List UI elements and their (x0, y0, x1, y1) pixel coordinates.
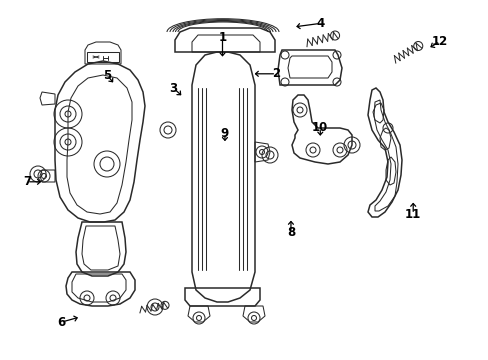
Text: 11: 11 (404, 208, 421, 221)
Text: 9: 9 (221, 127, 228, 140)
Text: 5: 5 (103, 69, 111, 82)
Text: 2: 2 (272, 67, 280, 80)
Text: 3: 3 (169, 82, 177, 95)
Text: 4: 4 (316, 17, 324, 30)
Text: 10: 10 (311, 121, 328, 134)
Text: 12: 12 (431, 35, 447, 48)
Text: 6: 6 (57, 316, 65, 329)
Text: 1: 1 (218, 31, 226, 44)
Text: 8: 8 (286, 226, 294, 239)
Text: 7: 7 (23, 175, 31, 188)
